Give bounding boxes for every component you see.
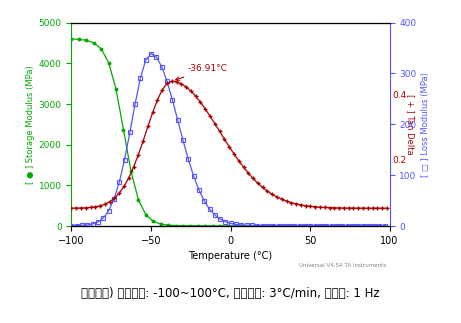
Y-axis label: [ ● ] Storage Modulus (MPa): [ ● ] Storage Modulus (MPa)	[25, 65, 35, 184]
Text: -36.91°C: -36.91°C	[176, 65, 228, 80]
X-axis label: Temperature (°C): Temperature (°C)	[189, 251, 272, 261]
Y-axis label: [ □ ] Loss Modulus (MPa): [ □ ] Loss Modulus (MPa)	[421, 72, 430, 177]
Text: 0.2: 0.2	[393, 156, 407, 165]
Text: Universal V4.5A TA Instruments: Universal V4.5A TA Instruments	[299, 263, 386, 268]
Text: 0.4: 0.4	[393, 91, 407, 100]
Text: 분석조건) 온도범위: -100~100°C, 승온속도: 3°C/min, 주파수: 1 Hz: 분석조건) 온도범위: -100~100°C, 승온속도: 3°C/min, 주…	[81, 287, 380, 300]
Text: [ + ] Tan Delta: [ + ] Tan Delta	[406, 94, 415, 155]
